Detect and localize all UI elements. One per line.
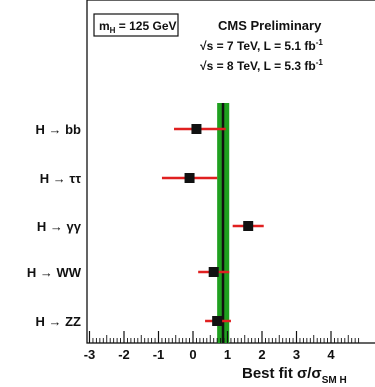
x-tick-label: 2 — [258, 347, 265, 362]
category-label-ww: H → WW — [27, 265, 82, 280]
mass-label: mH = 125 GeV — [99, 19, 177, 35]
x-axis-ticks: -3 -2 -1 0 1 2 3 4 — [84, 331, 360, 362]
category-label-gammagamma: H → γγ — [37, 219, 82, 234]
data-point-zz — [212, 316, 223, 326]
mass-annotation: mH = 125 GeV — [93, 13, 179, 37]
mass-box — [93, 13, 179, 37]
x-tick-label: 3 — [293, 347, 300, 362]
data-point-gammagamma — [243, 221, 254, 231]
category-label-tautau: H → ττ — [40, 171, 81, 186]
x-tick-label: -1 — [153, 347, 165, 362]
data-point-ww — [208, 267, 219, 277]
data-points — [161, 124, 264, 326]
energy-line-1: √s = 7 TeV, L = 5.1 fb-1 — [200, 38, 323, 53]
energy-line-2: √s = 8 TeV, L = 5.3 fb-1 — [200, 58, 323, 73]
plot-frame — [86, 0, 375, 344]
x-tick-label: 0 — [189, 347, 196, 362]
data-point-tautau — [184, 173, 195, 183]
chart-title: CMS Preliminary — [218, 18, 322, 33]
data-point-bb — [191, 124, 202, 134]
best-fit-band — [217, 103, 230, 343]
category-labels: H → bb H → ττ H → γγ H → WW H → ZZ — [27, 122, 82, 329]
x-tick-label: 4 — [327, 347, 335, 362]
x-tick-label: -2 — [118, 347, 130, 362]
x-axis-title: Best fit σ/σSM H — [242, 365, 347, 386]
x-tick-label: 1 — [224, 347, 231, 362]
category-label-zz: H → ZZ — [36, 314, 82, 329]
category-label-bb: H → bb — [36, 122, 82, 137]
x-tick-label: -3 — [84, 347, 96, 362]
